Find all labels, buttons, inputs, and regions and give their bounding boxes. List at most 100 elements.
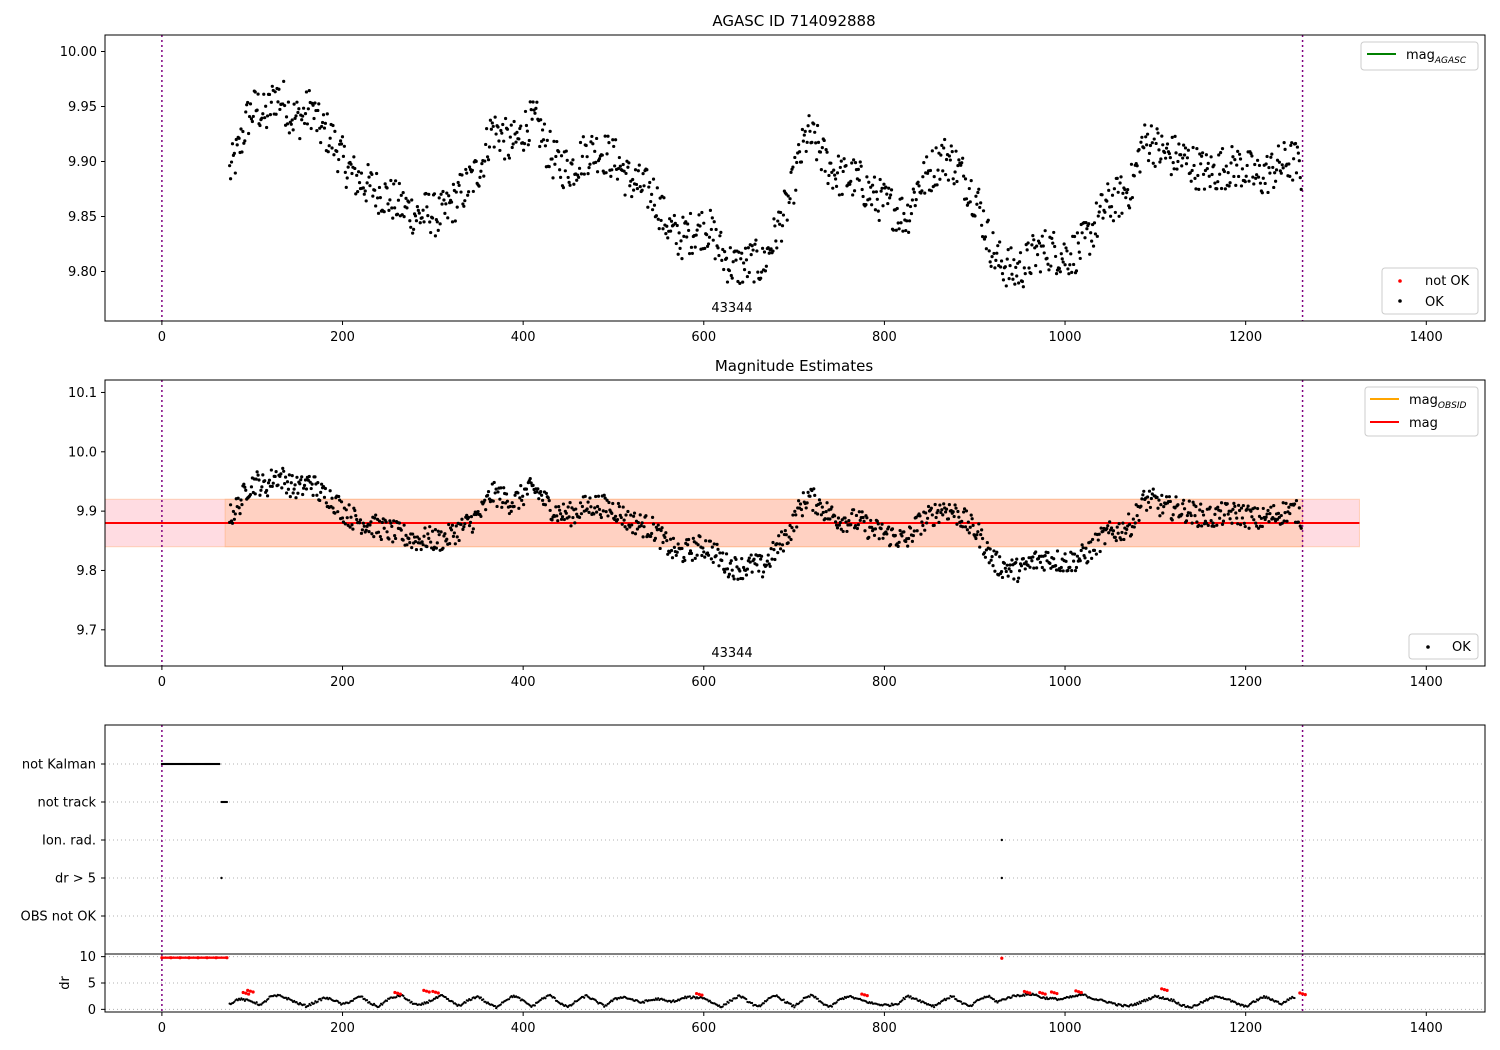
data-point — [852, 158, 856, 162]
data-point — [543, 503, 548, 507]
data-point — [1032, 238, 1036, 242]
data-point — [709, 227, 713, 232]
data-point — [246, 100, 250, 105]
axes-frame — [104, 34, 1486, 322]
data-point — [700, 553, 704, 558]
dr-point — [657, 997, 660, 1000]
data-point — [375, 171, 379, 176]
dr-point — [419, 1003, 423, 1007]
data-point — [899, 221, 903, 225]
data-point — [730, 276, 734, 280]
data-point — [949, 144, 953, 148]
data-point — [804, 149, 808, 154]
data-point — [300, 118, 304, 122]
data-point — [920, 520, 924, 524]
data-point — [672, 545, 676, 549]
dr-point — [518, 996, 521, 1000]
data-point — [748, 560, 752, 564]
y-tick-label: 10 — [79, 950, 96, 965]
data-point — [939, 153, 943, 157]
data-point — [451, 182, 456, 186]
data-point — [583, 494, 587, 498]
data-point — [389, 178, 393, 183]
data-point — [543, 144, 548, 148]
data-point — [622, 518, 626, 522]
data-point — [818, 150, 823, 154]
data-point — [595, 504, 600, 509]
dr-point-not-ok — [1055, 991, 1059, 996]
data-point — [388, 198, 392, 202]
data-point — [1162, 505, 1166, 509]
data-point — [531, 100, 535, 104]
data-point — [542, 122, 547, 126]
data-point — [582, 172, 586, 176]
data-point — [590, 134, 594, 139]
data-point — [548, 508, 552, 513]
data-point — [600, 153, 604, 157]
data-point — [433, 527, 438, 532]
data-point — [468, 520, 473, 524]
data-point — [345, 176, 349, 180]
legend-ok-status: not OK OK — [1381, 267, 1479, 315]
dr-point — [731, 999, 734, 1002]
data-point — [538, 144, 542, 149]
data-point — [490, 121, 494, 125]
data-point — [231, 509, 236, 514]
x-tick-label: 600 — [691, 675, 716, 690]
data-point — [1234, 183, 1238, 187]
data-point — [256, 473, 260, 477]
data-point — [994, 258, 998, 262]
data-point — [679, 239, 683, 243]
data-point — [243, 139, 247, 143]
data-point — [423, 526, 427, 530]
data-point — [457, 538, 461, 543]
dr-point — [242, 998, 245, 1001]
dr-point — [760, 1003, 763, 1006]
data-point — [512, 504, 516, 509]
data-point — [720, 258, 724, 262]
data-point — [1018, 251, 1023, 255]
data-point — [307, 474, 311, 479]
data-point — [502, 486, 506, 490]
data-point — [1204, 153, 1208, 157]
data-point — [1111, 219, 1116, 223]
data-point — [823, 169, 827, 173]
data-point — [1238, 523, 1243, 527]
data-point — [730, 568, 734, 572]
data-point — [1046, 262, 1050, 266]
data-point — [551, 176, 555, 180]
data-point — [330, 146, 334, 150]
data-point — [687, 252, 692, 256]
data-point — [1171, 160, 1175, 165]
x-tick-label: 1000 — [1048, 1021, 1081, 1036]
data-point — [923, 191, 927, 195]
data-point — [344, 508, 348, 512]
data-point — [632, 514, 636, 518]
data-point — [907, 536, 911, 541]
data-point — [427, 536, 431, 540]
flag-point — [218, 762, 221, 766]
data-point — [1077, 250, 1081, 254]
data-point — [1080, 543, 1084, 547]
data-point — [507, 156, 511, 160]
data-point — [1272, 503, 1276, 508]
data-point — [374, 513, 378, 517]
data-point — [1233, 504, 1237, 508]
data-point — [943, 137, 947, 142]
data-point — [524, 487, 529, 491]
data-point — [241, 129, 245, 134]
data-point — [328, 136, 332, 140]
data-point — [581, 135, 585, 139]
data-point — [689, 551, 694, 555]
data-point — [1089, 540, 1093, 544]
x-tick-label: 1200 — [1229, 1021, 1262, 1036]
data-point — [302, 483, 307, 487]
data-point — [1265, 154, 1269, 159]
data-point — [1150, 141, 1154, 145]
data-point — [324, 501, 328, 505]
data-point — [752, 280, 756, 284]
data-point — [265, 125, 269, 130]
data-point — [807, 114, 811, 118]
data-point — [408, 541, 412, 545]
data-point — [946, 178, 951, 182]
